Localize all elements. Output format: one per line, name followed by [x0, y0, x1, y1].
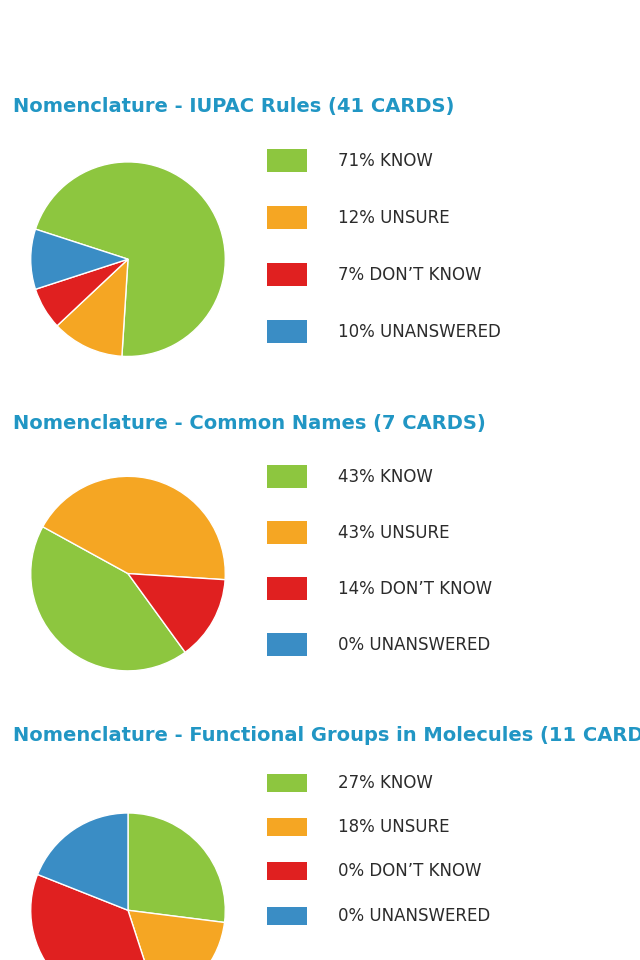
- Wedge shape: [35, 259, 128, 325]
- Wedge shape: [57, 259, 128, 356]
- Text: Nomenclature - IUPAC Rules (41 CARDS): Nomenclature - IUPAC Rules (41 CARDS): [13, 97, 454, 116]
- Bar: [267, 206, 307, 229]
- Bar: [267, 906, 307, 924]
- Bar: [267, 577, 307, 600]
- Text: 10% UNANSWERED: 10% UNANSWERED: [339, 323, 501, 341]
- Bar: [267, 774, 307, 792]
- Bar: [267, 466, 307, 489]
- FancyBboxPatch shape: [6, 30, 96, 43]
- Text: 43% KNOW: 43% KNOW: [339, 468, 433, 486]
- Wedge shape: [128, 813, 225, 923]
- Text: 12% UNSURE: 12% UNSURE: [339, 208, 450, 227]
- FancyBboxPatch shape: [6, 13, 96, 27]
- Bar: [267, 320, 307, 344]
- Wedge shape: [31, 875, 158, 960]
- Bar: [267, 149, 307, 173]
- Text: 0% DON’T KNOW: 0% DON’T KNOW: [339, 862, 482, 880]
- Text: Statistics: Statistics: [278, 22, 426, 50]
- Text: 27% KNOW: 27% KNOW: [339, 774, 433, 792]
- Wedge shape: [43, 476, 225, 580]
- Text: 14% DON’T KNOW: 14% DON’T KNOW: [339, 580, 493, 598]
- Text: 0% UNANSWERED: 0% UNANSWERED: [339, 636, 491, 654]
- Bar: [267, 818, 307, 836]
- Bar: [267, 862, 307, 880]
- Bar: [267, 263, 307, 286]
- Wedge shape: [38, 813, 128, 910]
- Wedge shape: [128, 910, 225, 960]
- Text: 71% KNOW: 71% KNOW: [339, 152, 433, 170]
- Bar: [267, 634, 307, 657]
- Text: 7% DON’T KNOW: 7% DON’T KNOW: [339, 266, 482, 284]
- Wedge shape: [31, 229, 128, 289]
- Wedge shape: [31, 527, 185, 671]
- Bar: [267, 521, 307, 544]
- Text: 0% UNANSWERED: 0% UNANSWERED: [339, 906, 491, 924]
- Wedge shape: [128, 573, 225, 652]
- Text: 43% UNSURE: 43% UNSURE: [339, 524, 450, 541]
- FancyBboxPatch shape: [6, 47, 96, 60]
- Text: 18% UNSURE: 18% UNSURE: [339, 818, 450, 836]
- Wedge shape: [35, 162, 225, 356]
- Text: Nomenclature - Common Names (7 CARDS): Nomenclature - Common Names (7 CARDS): [13, 414, 486, 433]
- Text: Nomenclature - Functional Groups in Molecules (11 CARDS): Nomenclature - Functional Groups in Mole…: [13, 726, 640, 745]
